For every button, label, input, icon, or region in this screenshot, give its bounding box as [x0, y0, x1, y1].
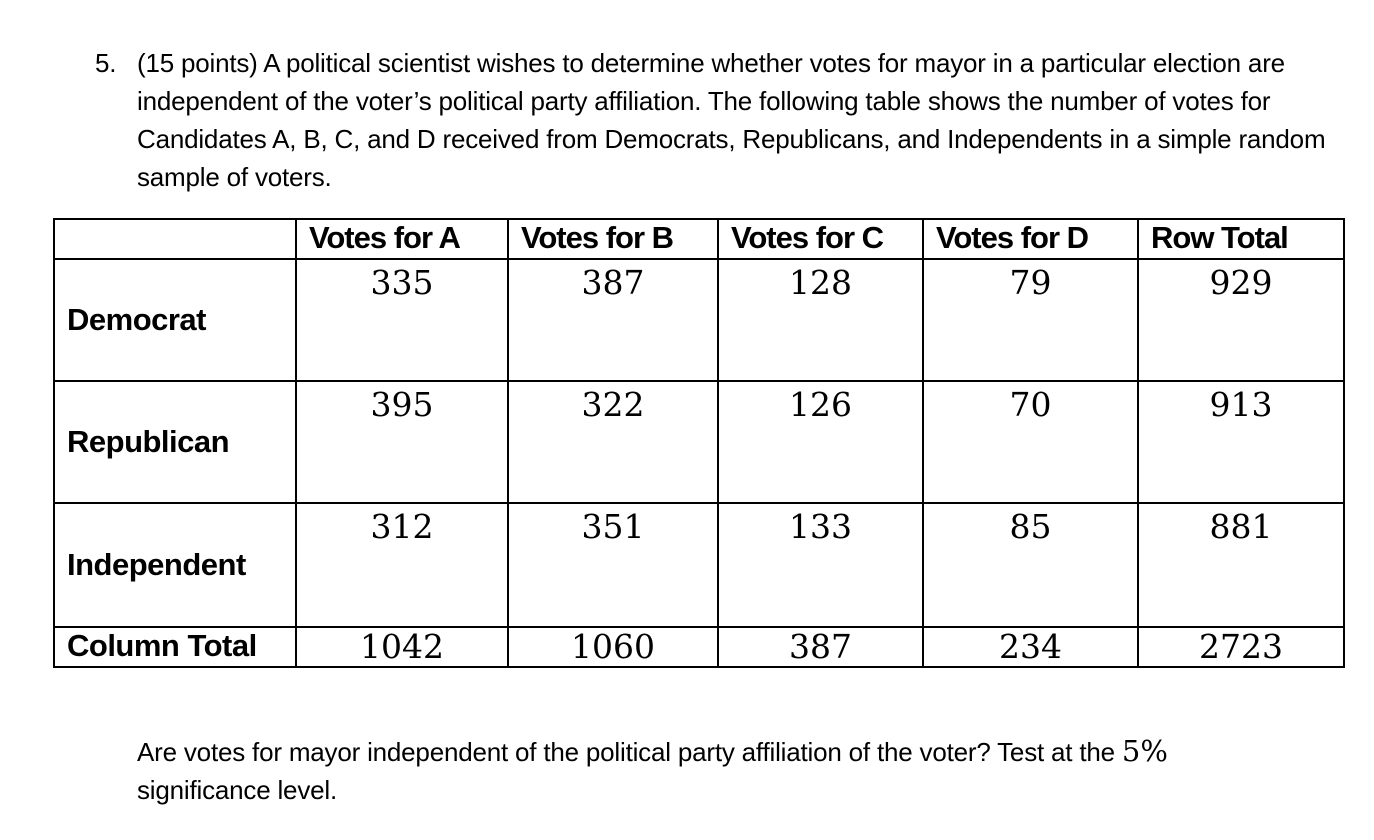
- table-cell: 322: [507, 380, 719, 504]
- row-label-republican: Republican: [53, 380, 297, 504]
- votes-table: Votes for A Votes for B Votes for C Vote…: [53, 218, 1345, 668]
- problem-text-line: Candidates A, B, C, and D received from …: [137, 124, 1326, 154]
- question-line-1: Are votes for mayor independent of the p…: [137, 737, 1122, 767]
- problem-statement: 5. (15 points) A political scientist wis…: [95, 44, 1351, 196]
- table-cell: 1060: [507, 626, 719, 668]
- table-cell: 335: [295, 258, 509, 382]
- table-row-republican: Republican 395 322 126 70 913: [53, 380, 1345, 504]
- table-cell: 70: [922, 380, 1139, 504]
- table-header-row: Votes for A Votes for B Votes for C Vote…: [53, 218, 1345, 260]
- table-cell: 395: [295, 380, 509, 504]
- problem-text-line: independent of the voter’s political par…: [137, 86, 1271, 116]
- problem-text-line: (15 points) A political scientist wishes…: [137, 48, 1285, 78]
- problem-text-line: sample of voters.: [137, 162, 332, 192]
- problem-text: (15 points) A political scientist wishes…: [137, 44, 1351, 196]
- table-cell: 351: [507, 502, 719, 628]
- column-header-votes-b: Votes for B: [507, 218, 719, 260]
- table-cell: 126: [717, 380, 924, 504]
- row-label-independent: Independent: [53, 502, 297, 628]
- column-header-empty: [53, 218, 297, 260]
- column-header-row-total: Row Total: [1137, 218, 1345, 260]
- test-question: Are votes for mayor independent of the p…: [137, 732, 1347, 809]
- question-line-2: significance level.: [137, 775, 337, 805]
- column-header-votes-a: Votes for A: [295, 218, 509, 260]
- table-cell: 387: [507, 258, 719, 382]
- column-header-votes-d: Votes for D: [922, 218, 1139, 260]
- table-row-column-total: Column Total 1042 1060 387 234 2723: [53, 626, 1345, 668]
- table-cell: 1042: [295, 626, 509, 668]
- table-row-independent: Independent 312 351 133 85 881: [53, 502, 1345, 628]
- table-cell: 128: [717, 258, 924, 382]
- row-label-democrat: Democrat: [53, 258, 297, 382]
- table-row-democrat: Democrat 335 387 128 79 929: [53, 258, 1345, 382]
- table-cell: 387: [717, 626, 924, 668]
- table-cell: 234: [922, 626, 1139, 668]
- table-cell: 929: [1137, 258, 1345, 382]
- table-cell: 85: [922, 502, 1139, 628]
- row-label-column-total: Column Total: [53, 626, 297, 668]
- table-cell: 79: [922, 258, 1139, 382]
- problem-number: 5.: [95, 48, 117, 78]
- table-cell: 133: [717, 502, 924, 628]
- table-cell: 881: [1137, 502, 1345, 628]
- table-cell: 913: [1137, 380, 1345, 504]
- significance-level-value: 5%: [1121, 734, 1168, 768]
- column-header-votes-c: Votes for C: [717, 218, 924, 260]
- table-cell: 2723: [1137, 626, 1345, 668]
- table-cell: 312: [295, 502, 509, 628]
